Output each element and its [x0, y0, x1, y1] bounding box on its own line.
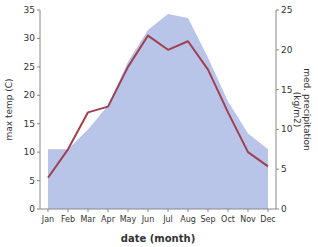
y2-tick-label: 20	[281, 45, 293, 55]
y-tick	[37, 66, 40, 67]
y2-tick	[276, 49, 279, 50]
y-tick-label: 0	[29, 204, 35, 214]
x-tick	[128, 209, 129, 212]
x-tick	[68, 209, 69, 212]
x-tick-label: Mar	[80, 215, 96, 224]
x-tick	[248, 209, 249, 212]
y2-tick	[276, 89, 279, 90]
y-tick	[37, 10, 40, 11]
y-tick-label: 35	[24, 5, 35, 15]
x-tick	[188, 209, 189, 212]
y-tick-label: 20	[24, 90, 36, 100]
y-tick	[37, 38, 40, 39]
y-tick-label: 15	[24, 119, 35, 129]
y2-axis-label-line: (kg/m2)	[292, 92, 302, 127]
precipitation-area	[48, 14, 268, 209]
x-axis-label: date (month)	[121, 233, 195, 244]
y-tick-label: 25	[24, 62, 35, 72]
y2-tick-label: 25	[281, 5, 292, 15]
x-tick	[268, 209, 269, 212]
y-tick-label: 5	[29, 176, 35, 186]
x-tick-label: Aug	[180, 215, 196, 224]
y-axis-label: max temp (C)	[4, 78, 14, 140]
x-tick-label: Apr	[101, 215, 116, 224]
x-tick	[148, 209, 149, 212]
y-tick-label: 30	[24, 33, 36, 43]
y2-tick-label: 5	[281, 164, 287, 174]
y2-tick-label: 15	[281, 85, 292, 95]
y2-tick	[276, 169, 279, 170]
x-tick-label: Oct	[221, 215, 235, 224]
x-tick-label: May	[120, 215, 137, 224]
x-tick-label: Feb	[61, 215, 75, 224]
x-tick	[168, 209, 169, 212]
y2-tick-label: 0	[281, 204, 287, 214]
chart: 0 5 10 15 20 25 30 35 0 5 10 15 20 25 Jan Feb Mar Apr May J…	[0, 0, 318, 247]
x-tick-label: Sep	[200, 215, 215, 224]
y2-tick	[276, 129, 279, 130]
y-tick-label: 10	[24, 147, 36, 157]
y2-axis-line	[276, 10, 277, 209]
plot-area	[48, 14, 268, 209]
y-tick	[37, 123, 40, 124]
y2-axis-label: med. precipitation(kg/m2)	[292, 68, 312, 150]
x-tick-label: Jun	[141, 215, 155, 224]
y2-tick-label: 10	[281, 124, 293, 134]
x-tick-label: Jan	[41, 215, 54, 224]
y-tick	[37, 95, 40, 96]
y-tick	[37, 209, 40, 210]
x-tick-label: Jul	[162, 215, 173, 224]
x-tick	[108, 209, 109, 212]
y2-axis-label-line: med. precipitation	[302, 68, 312, 150]
y2-tick	[276, 209, 279, 210]
y-tick	[37, 180, 40, 181]
x-tick	[88, 209, 89, 212]
y2-tick	[276, 10, 279, 11]
x-tick-label: Dec	[260, 215, 275, 224]
temperature-line	[48, 36, 268, 178]
x-tick-label: Nov	[240, 215, 256, 224]
x-axis-line	[40, 209, 276, 210]
y-tick	[37, 152, 40, 153]
x-tick	[48, 209, 49, 212]
y-axis-line	[40, 10, 41, 209]
x-tick	[228, 209, 229, 212]
x-tick	[208, 209, 209, 212]
